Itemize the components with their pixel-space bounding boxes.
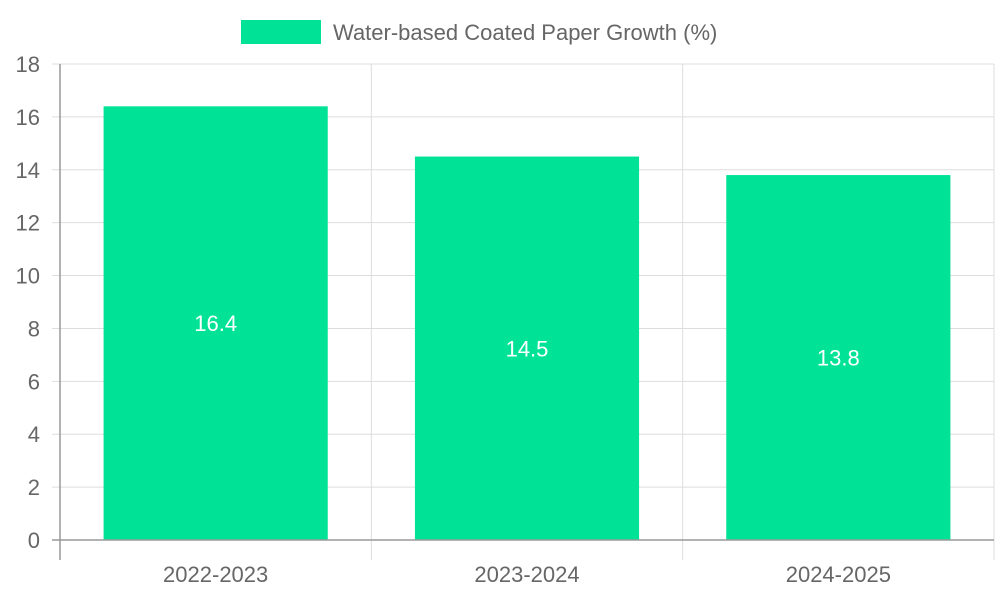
y-tick-label: 16 (16, 105, 40, 130)
data-label: 16.4 (194, 311, 237, 336)
x-axis-tick-labels: 2022-2023 2023-2024 2024-2025 (163, 562, 891, 587)
y-tick-label: 8 (28, 316, 40, 341)
bar-2023-2024[interactable] (414, 156, 640, 541)
chart-legend[interactable]: Water-based Coated Paper Growth (%) (241, 20, 717, 45)
bar-2024-2025[interactable] (726, 175, 951, 541)
x-tick-label: 2023-2024 (474, 562, 579, 587)
legend-label: Water-based Coated Paper Growth (%) (333, 20, 717, 45)
legend-swatch (241, 20, 321, 44)
x-tick-label: 2024-2025 (786, 562, 891, 587)
axes (52, 64, 994, 560)
y-tick-label: 4 (28, 422, 40, 447)
data-label: 13.8 (817, 346, 860, 371)
x-tick-label: 2022-2023 (163, 562, 268, 587)
y-tick-label: 6 (28, 369, 40, 394)
y-tick-label: 18 (16, 52, 40, 77)
y-tick-label: 12 (16, 211, 40, 236)
y-tick-label: 0 (28, 528, 40, 553)
y-tick-label: 14 (16, 158, 40, 183)
y-tick-label: 2 (28, 475, 40, 500)
bar-series (103, 106, 951, 541)
y-tick-label: 10 (16, 264, 40, 289)
bar-2022-2023[interactable] (103, 106, 328, 541)
y-axis-tick-labels: 0 2 4 6 8 10 12 14 16 18 (16, 52, 40, 553)
data-label: 14.5 (506, 336, 549, 361)
data-labels: 16.4 14.5 13.8 (194, 311, 859, 370)
